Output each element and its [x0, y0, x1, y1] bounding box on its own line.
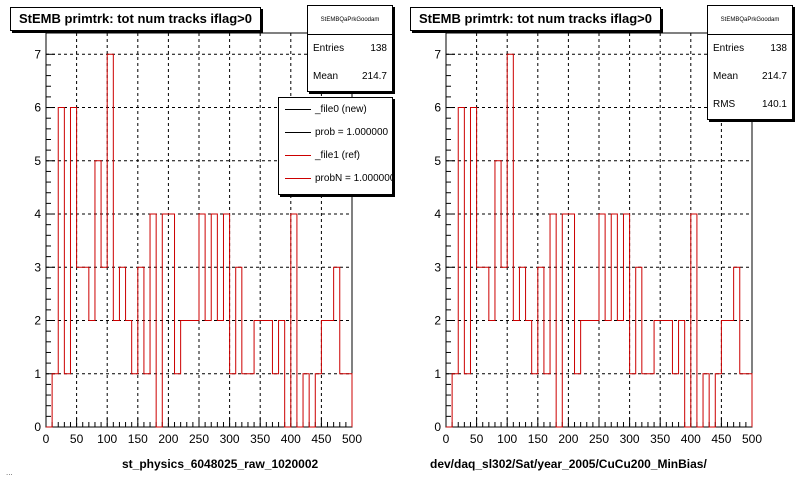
- x-tick-label: 50: [70, 432, 84, 446]
- y-tick-label: 2: [434, 314, 441, 328]
- x-tick-label: 0: [443, 432, 450, 446]
- x-tick-label: 500: [742, 432, 762, 446]
- y-tick-label: 4: [34, 207, 41, 221]
- y-tick-label: 6: [434, 101, 441, 115]
- x-axis-title: dev/daq_sl302/Sat/year_2005/CuCu200_MinB…: [430, 457, 707, 471]
- y-tick-label: 5: [434, 154, 441, 168]
- legend-box: _file0 (new) prob = 1.000000 _file1 (ref…: [278, 97, 393, 195]
- legend-entry-ref: _file1 (ref): [279, 144, 392, 167]
- x-tick-label: 0: [43, 432, 50, 446]
- histogram-series-ref: [446, 53, 753, 428]
- x-tick-label: 450: [711, 432, 731, 446]
- y-tick-label: 1: [34, 367, 41, 381]
- x-tick-label: 50: [470, 432, 484, 446]
- y-tick-label: 6: [34, 101, 41, 115]
- x-tick-label: 500: [342, 432, 362, 446]
- x-tick-label: 200: [558, 432, 578, 446]
- histogram-pad-right: 0 50 100 150 200 250 300 350 400 450 500 0 1 2 3 4 5 6 7 S…: [400, 0, 800, 480]
- x-tick-label: 350: [250, 432, 270, 446]
- stats-box: StEMBQaPrkGoodam Entries 138 Mean 214.7: [307, 5, 393, 92]
- y-tick-label: 2: [34, 314, 41, 328]
- x-tick-label: 100: [97, 432, 117, 446]
- histogram-plot-right: 0 50 100 150 200 250 300 350 400 450 500 0 1 2 3 4 5 6 7: [434, 32, 762, 446]
- y-tick-label: 1: [434, 367, 441, 381]
- y-tick-label: 3: [434, 260, 441, 274]
- stats-mean: Mean 214.7: [713, 71, 787, 82]
- x-tick-label: 300: [220, 432, 240, 446]
- y-tick-label: 7: [434, 47, 441, 61]
- histogram-pad-left: 0 50 100 150 200 250 300 350 400 450 500 0 1 2 3 4 5 6 7 S…: [10, 5, 393, 471]
- x-tick-label: 100: [497, 432, 517, 446]
- stats-mean: Mean 214.7: [313, 71, 387, 82]
- y-tick-label: 0: [34, 420, 41, 434]
- y-tick-label: 3: [34, 260, 41, 274]
- x-tick-label: 300: [620, 432, 640, 446]
- stats-name: StEMBQaPrkGoodam: [708, 6, 792, 35]
- x-tick-label: 150: [128, 432, 148, 446]
- x-tick-label: 250: [189, 432, 209, 446]
- x-tick-label: 400: [281, 432, 301, 446]
- histogram-series-ref: [46, 53, 353, 428]
- stats-rms: RMS 140.1: [713, 99, 787, 110]
- y-tick-label: 4: [434, 207, 441, 221]
- plot-title: StEMB primtrk: tot num tracks iflag>0: [10, 7, 261, 31]
- x-axis-title: st_physics_6048025_raw_1020002: [122, 457, 319, 471]
- x-tick-label: 250: [589, 432, 609, 446]
- x-tick-label: 400: [681, 432, 701, 446]
- stats-box: StEMBQaPrkGoodam Entries 138 Mean 214.7 RM…: [707, 5, 793, 120]
- legend-entry-new: _file0 (new): [279, 98, 392, 121]
- x-tick-label: 350: [650, 432, 670, 446]
- legend-entry-probn: probN = 1.000000: [279, 167, 392, 190]
- plot-title: StEMB primtrk: tot num tracks iflag>0: [410, 7, 661, 31]
- x-tick-label: 150: [528, 432, 548, 446]
- stats-entries: Entries 138: [713, 43, 787, 54]
- y-tick-label: 5: [34, 154, 41, 168]
- legend-entry-prob: prob = 1.000000: [279, 121, 392, 144]
- x-tick-label: 450: [311, 432, 331, 446]
- stats-entries: Entries 138: [313, 43, 387, 54]
- footer-text: ...: [6, 468, 13, 477]
- stats-name: StEMBQaPrkGoodam: [308, 6, 392, 35]
- y-tick-label: 7: [34, 47, 41, 61]
- x-tick-label: 200: [158, 432, 178, 446]
- y-tick-label: 0: [434, 420, 441, 434]
